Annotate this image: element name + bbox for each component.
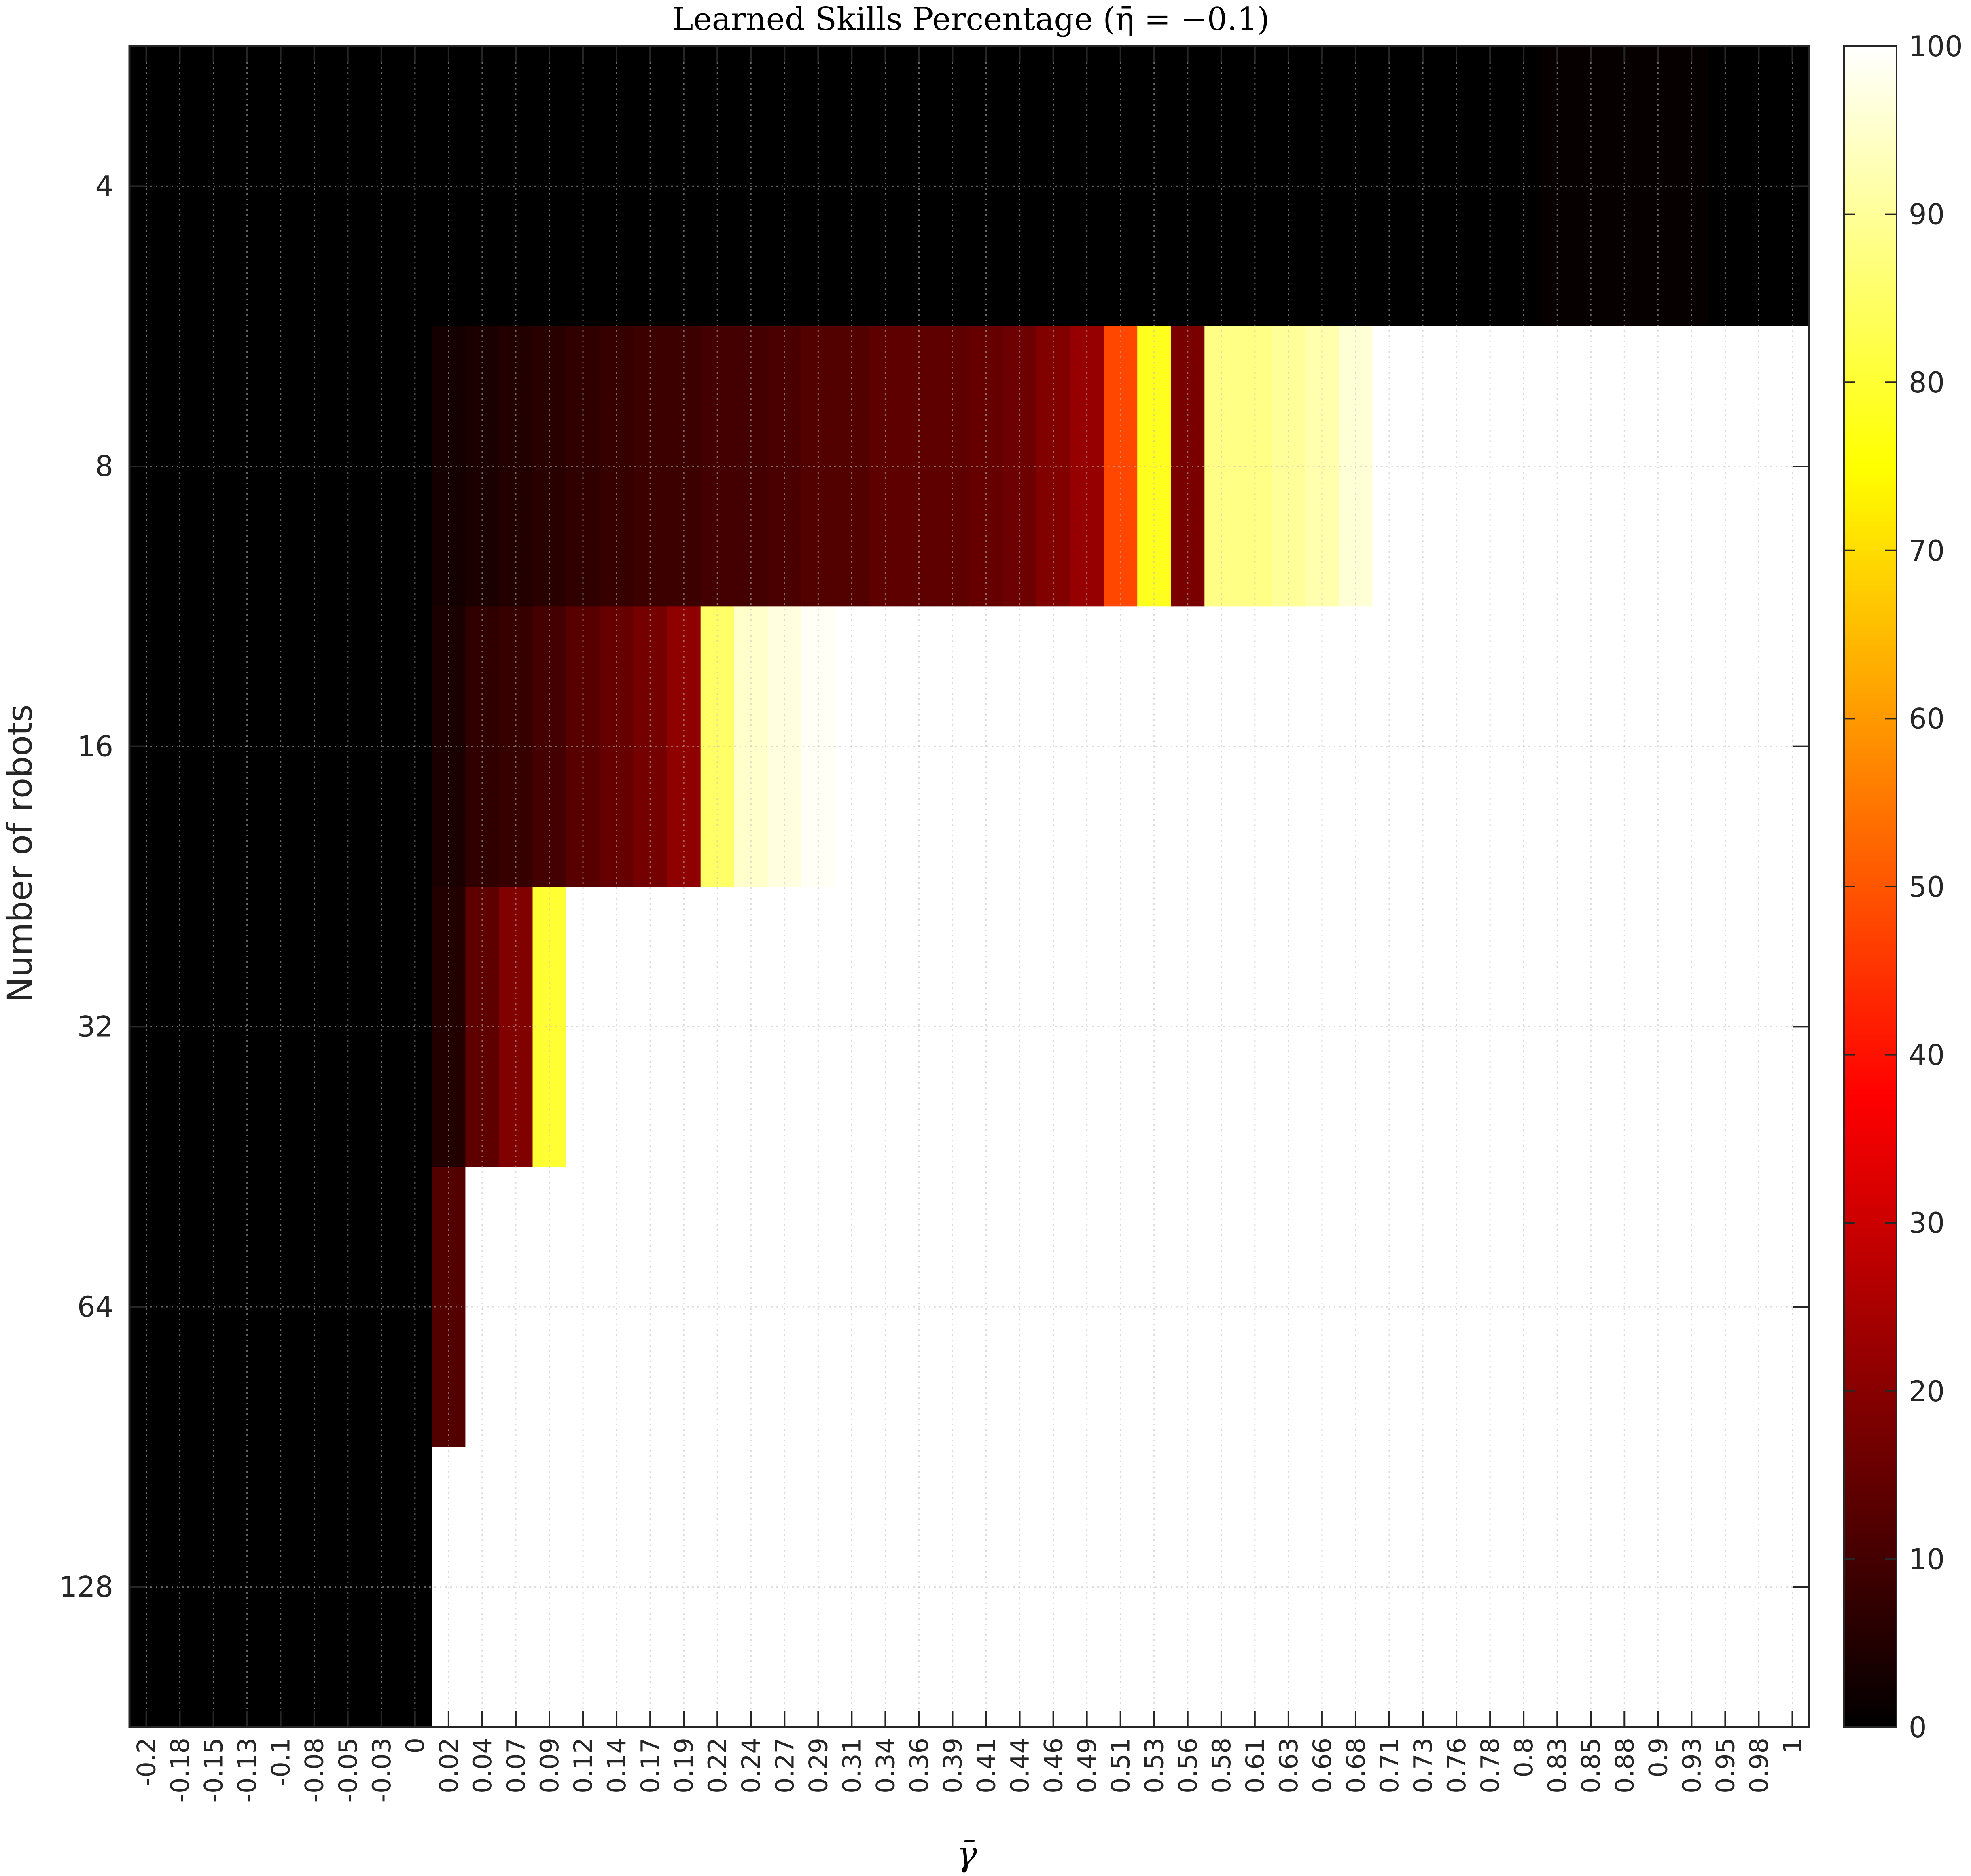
y-tick-label: 128 [59,1571,113,1604]
x-tick-label: 0.73 [1408,1738,1438,1793]
x-tick-label: 0.04 [468,1738,497,1793]
y-tick-label: 32 [77,1010,113,1043]
x-tick-label: 0.29 [803,1738,833,1793]
x-tick-label: -0.13 [233,1738,262,1802]
x-tick-label: -0.15 [199,1738,229,1802]
x-tick-label: 0.02 [434,1738,464,1793]
x-tick-label: 0.31 [837,1738,867,1793]
colorbar-tick-label: 50 [1909,870,1945,904]
y-tick-label: 16 [77,730,113,763]
x-tick-label: 0.63 [1274,1738,1303,1793]
heatmap-cell [1742,46,1776,327]
heatmap-cell [1305,46,1339,327]
heatmap-cell [767,46,802,327]
colorbar-tick-label: 0 [1909,1711,1927,1744]
x-tick-label: 0.49 [1072,1738,1102,1793]
heatmap-cell [600,46,634,327]
colorbar-tick-label: 20 [1909,1375,1945,1408]
plot-frame [128,45,1810,1728]
x-tick-label: 0.76 [1442,1738,1471,1793]
x-tick-label: 0.41 [972,1738,1001,1793]
x-tick-label: 0.61 [1240,1738,1270,1793]
colorbar-tick-label: 60 [1909,702,1945,735]
x-tick-label: -0.18 [165,1738,195,1802]
x-tick-label: 0.58 [1207,1738,1236,1793]
y-tick-label: 4 [95,169,113,203]
x-tick-label: 0.09 [535,1738,564,1793]
x-tick-label: 0.27 [770,1738,799,1793]
colorbar-tick-label: 10 [1909,1543,1945,1576]
y-tick-label: 8 [95,450,113,483]
colorbar-tick-label: 40 [1909,1039,1945,1072]
heatmap-cells [129,46,1810,1728]
x-tick-label: 0.39 [938,1738,968,1793]
heatmap-cell [264,46,298,327]
heatmap-cell [1036,46,1070,327]
x-tick-label: 0.12 [568,1738,598,1793]
heatmap-cell [1540,46,1575,327]
x-tick-label: 0.07 [501,1738,531,1793]
x-tick-label: 0.36 [904,1738,934,1793]
x-tick-label: 0.44 [1005,1738,1035,1793]
colorbar-tick-label: 80 [1909,366,1945,399]
x-tick-label: 0.66 [1308,1738,1337,1793]
x-tick-label: 0.83 [1543,1738,1572,1793]
x-tick-label: 0.88 [1610,1738,1639,1793]
colorbar-tick-label: 30 [1909,1207,1945,1240]
heatmap-cell [868,46,903,327]
colorbar-ticks: 0 10 20 30 40 50 60 70 80 90 100 [1844,30,1963,1744]
x-tick-label: 1 [1778,1738,1808,1753]
x-tick-label: 0.46 [1039,1738,1068,1793]
x-tick-label: 0.95 [1710,1738,1740,1793]
colorbar-tick-label: 70 [1909,534,1945,567]
x-tick-label: 0.51 [1106,1738,1136,1793]
x-tick-label: 0 [401,1738,430,1753]
x-tick-label: 0.56 [1173,1738,1203,1793]
x-tick-label: 0.24 [736,1738,766,1793]
heatmap-cell [1473,46,1507,327]
x-tick-label: -0.08 [300,1738,329,1802]
x-tick-label: 0.19 [669,1738,699,1793]
y-axis-label: Number of robots [0,704,40,1002]
x-tick-label: 0.14 [602,1738,632,1793]
grid-lines [129,46,1809,1727]
heatmap-cell [1372,46,1407,327]
x-tick-label: -0.2 [132,1738,161,1787]
heatmap-cell [499,46,533,327]
axes: -0.2 -0.18 -0.15 -0.13 -0.1 -0.08 -0.05 -0.03 0 0… [59,45,1810,1802]
x-tick-label: -0.05 [333,1738,363,1802]
chart-title: Learned Skills Percentage (η̄ = −0.1) [672,1,1269,38]
x-tick-label: -0.03 [367,1738,396,1802]
x-axis-label: γ̄ [957,1834,977,1874]
colorbar-tick-label: 90 [1909,198,1945,231]
x-tick-label: 0.93 [1677,1738,1706,1793]
x-tick-label: 0.34 [871,1738,900,1793]
y-tick-label: 64 [77,1290,113,1323]
x-tick-label: 0.9 [1643,1738,1673,1778]
x-tick-label: 0.68 [1341,1738,1371,1793]
x-tick-label: 0.98 [1744,1738,1774,1793]
heatmap-cell [700,46,735,327]
x-tick-label: 0.8 [1509,1738,1539,1778]
x-tick-label: 0.85 [1576,1738,1606,1793]
heatmap-cell [935,46,970,327]
heatmap-cell [432,46,466,327]
heatmap-cell [331,46,365,327]
x-tick-label: 0.78 [1475,1738,1505,1793]
colorbar: 0 10 20 30 40 50 60 70 80 90 100 [1843,30,1963,1744]
x-tick-label: 0.17 [636,1738,665,1793]
heatmap-cell [1204,46,1239,327]
heatmap-cell [163,46,197,327]
x-tick-label: 0.53 [1140,1738,1169,1793]
heatmap-cell [1104,46,1138,327]
x-tick-label: 0.22 [703,1738,732,1793]
heatmap-cell [1641,46,1675,327]
colorbar-tick-label: 100 [1909,30,1963,63]
x-tick-label: -0.1 [266,1738,296,1787]
x-tick-label: 0.71 [1375,1738,1404,1793]
